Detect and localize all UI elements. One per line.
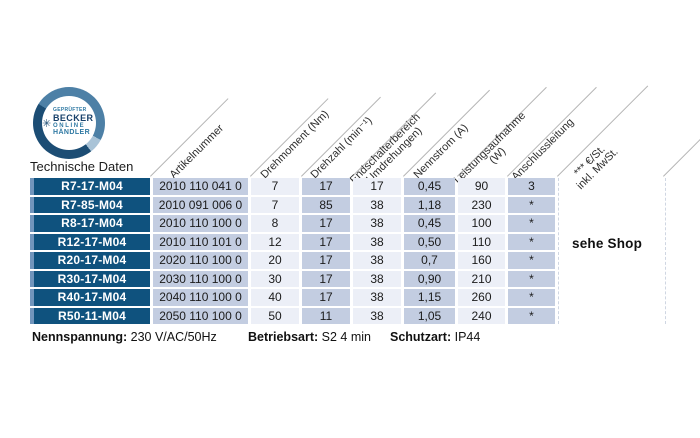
badge-line-haendler: HÄNDLER (53, 129, 91, 136)
becker-certified-badge[interactable]: ✳ GEPRÜFTER BECKER ONLINE HÄNDLER (33, 87, 105, 159)
cell-nennstrom: 0,50 (404, 233, 455, 250)
cell-leistung: 240 (458, 307, 505, 324)
spec-nennspannung: Nennspannung: 230 V/AC/50Hz (32, 330, 217, 344)
cell-artikelnummer: 2010 110 101 0 (153, 233, 248, 250)
cell-endschalter: 38 (353, 252, 401, 269)
row-label: R12-17-M04 (30, 233, 150, 250)
cell-anschluss: * (508, 307, 555, 324)
cell-endschalter: 38 (353, 196, 401, 213)
badge-line-online: ONLINE (53, 123, 86, 129)
cell-drehzahl: 17 (302, 252, 350, 269)
cell-artikelnummer: 2010 110 100 0 (153, 215, 248, 232)
row-label: R20-17-M04 (30, 252, 150, 269)
cell-endschalter: 38 (353, 307, 401, 324)
row-label: R50-11-M04 (30, 307, 150, 324)
spec-schutzart: Schutzart: IP44 (390, 330, 481, 344)
cell-drehmoment: 8 (251, 215, 299, 232)
cell-drehzahl: 17 (302, 270, 350, 287)
cell-drehzahl: 17 (302, 178, 350, 195)
cell-artikelnummer: 2030 110 100 0 (153, 270, 248, 287)
cell-leistung: 100 (458, 215, 505, 232)
badge-line-brand: BECKER (53, 113, 94, 123)
cell-leistung: 160 (458, 252, 505, 269)
cell-drehzahl: 17 (302, 215, 350, 232)
cell-endschalter: 17 (353, 178, 401, 195)
cell-leistung: 90 (458, 178, 505, 195)
see-shop-note: sehe Shop (572, 236, 643, 251)
cell-endschalter: 38 (353, 289, 401, 306)
section-title: Technische Daten (30, 159, 134, 174)
cell-drehmoment: 7 (251, 178, 299, 195)
cell-drehzahl: 17 (302, 289, 350, 306)
column-header-artikelnummer: Artikelnummer (167, 122, 227, 181)
row-label: R7-85-M04 (30, 196, 150, 213)
badge-line-certified: GEPRÜFTER (53, 107, 87, 113)
badge-inner-circle (42, 96, 96, 150)
cell-endschalter: 38 (353, 215, 401, 232)
cell-drehmoment: 12 (251, 233, 299, 250)
spec-betriebsart: Betriebsart: S2 4 min (248, 330, 371, 344)
price-column-frame (558, 178, 666, 324)
cell-nennstrom: 0,90 (404, 270, 455, 287)
cell-drehzahl: 85 (302, 196, 350, 213)
cell-nennstrom: 0,7 (404, 252, 455, 269)
cell-drehmoment: 7 (251, 196, 299, 213)
row-label: R8-17-M04 (30, 215, 150, 232)
cell-artikelnummer: 2020 110 100 0 (153, 252, 248, 269)
cell-drehmoment: 40 (251, 289, 299, 306)
cell-drehmoment: 20 (251, 252, 299, 269)
cell-drehmoment: 50 (251, 307, 299, 324)
cell-anschluss: * (508, 196, 555, 213)
cell-anschluss: * (508, 270, 555, 287)
cell-nennstrom: 1,05 (404, 307, 455, 324)
cell-leistung: 260 (458, 289, 505, 306)
row-label: R30-17-M04 (30, 270, 150, 287)
cell-artikelnummer: 2050 110 100 0 (153, 307, 248, 324)
cell-anschluss: * (508, 215, 555, 232)
cell-drehzahl: 17 (302, 233, 350, 250)
technical-data-table: R7-17-M04 2010 110 041 0 7 17 17 0,45 90… (30, 178, 555, 324)
cell-anschluss: 3 (508, 178, 555, 195)
cell-endschalter: 38 (353, 233, 401, 250)
gear-icon: ✳ (42, 118, 52, 130)
row-label: R40-17-M04 (30, 289, 150, 306)
cell-artikelnummer: 2010 091 006 0 (153, 196, 248, 213)
cell-leistung: 210 (458, 270, 505, 287)
cell-leistung: 110 (458, 233, 505, 250)
cell-nennstrom: 1,15 (404, 289, 455, 306)
cell-leistung: 230 (458, 196, 505, 213)
row-label: R7-17-M04 (30, 178, 150, 195)
cell-anschluss: * (508, 252, 555, 269)
cell-nennstrom: 1,18 (404, 196, 455, 213)
cell-nennstrom: 0,45 (404, 215, 455, 232)
cell-nennstrom: 0,45 (404, 178, 455, 195)
cell-anschluss: * (508, 233, 555, 250)
header-separator-line (663, 77, 700, 177)
cell-drehmoment: 30 (251, 270, 299, 287)
cell-artikelnummer: 2010 110 041 0 (153, 178, 248, 195)
cell-drehzahl: 11 (302, 307, 350, 324)
cell-endschalter: 38 (353, 270, 401, 287)
cell-artikelnummer: 2040 110 100 0 (153, 289, 248, 306)
footer-specs: Nennspannung: 230 V/AC/50Hz Betriebsart:… (30, 330, 670, 346)
cell-anschluss: * (508, 289, 555, 306)
